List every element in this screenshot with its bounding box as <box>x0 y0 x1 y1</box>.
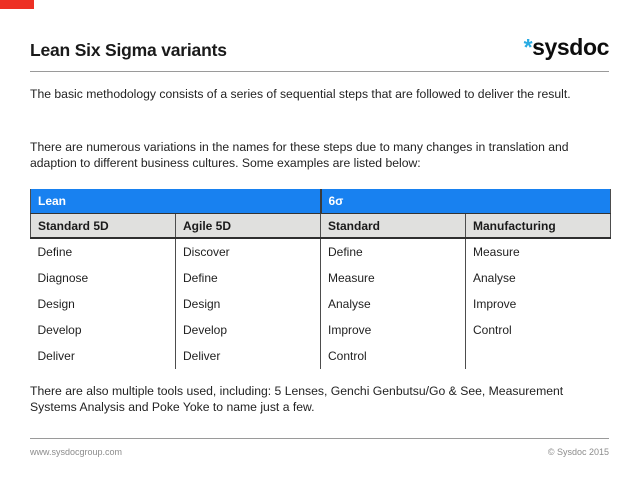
title-divider <box>30 71 609 72</box>
table-cell: Design <box>30 291 176 317</box>
column-header-agile-5d: Agile 5D <box>175 213 321 239</box>
footer-url: www.sysdocgroup.com <box>30 447 123 457</box>
group-header-six-sigma: 6σ <box>320 189 611 214</box>
paragraph-variations: There are numerous variations in the nam… <box>30 140 569 170</box>
paragraph-tools: There are also multiple tools used, incl… <box>30 384 564 414</box>
table-row: Develop Develop Improve Control <box>30 317 611 343</box>
table-cell: Measure <box>320 265 466 291</box>
table-cell: Define <box>175 265 321 291</box>
table-cell: Deliver <box>175 343 321 369</box>
table-cell: Analyse <box>465 265 611 291</box>
table-cell: Improve <box>320 317 466 343</box>
table-cell: Control <box>465 317 611 343</box>
brand-logo-text: sysdoc <box>532 34 609 60</box>
table-cell: Improve <box>465 291 611 317</box>
group-header-lean: Lean <box>30 189 322 214</box>
asterisk-icon: * <box>523 34 533 60</box>
table-cell: Develop <box>175 317 321 343</box>
red-corner-mark <box>0 0 34 9</box>
table-cell: Discover <box>175 238 321 265</box>
table-row: Design Design Analyse Improve <box>30 291 611 317</box>
column-header-standard: Standard <box>320 213 466 239</box>
methods-table: Lean 6σ Standard 5D Agile 5D Standard Ma… <box>30 189 611 369</box>
table-cell: Measure <box>465 238 611 265</box>
footer-copyright: © Sysdoc 2015 <box>547 447 609 457</box>
paragraph-intro: The basic methodology consists of a seri… <box>30 87 571 101</box>
table-group-header-row: Lean 6σ <box>30 189 611 214</box>
table-column-header-row: Standard 5D Agile 5D Standard Manufactur… <box>30 213 611 239</box>
table-cell: Deliver <box>30 343 176 369</box>
table-cell: Diagnose <box>30 265 176 291</box>
page-title: Lean Six Sigma variants <box>30 40 227 60</box>
footer-divider <box>30 438 609 439</box>
table-cell: Design <box>175 291 321 317</box>
table-row: Deliver Deliver Control <box>30 343 611 369</box>
table-cell: Define <box>30 238 176 265</box>
table-cell: Control <box>320 343 466 369</box>
table-cell: Define <box>320 238 466 265</box>
table-row: Define Discover Define Measure <box>30 238 611 265</box>
column-header-manufacturing: Manufacturing <box>465 213 611 239</box>
table-cell: Analyse <box>320 291 466 317</box>
column-header-standard-5d: Standard 5D <box>30 213 176 239</box>
table-row: Diagnose Define Measure Analyse <box>30 265 611 291</box>
brand-logo: *sysdoc <box>523 34 610 61</box>
table-cell: Develop <box>30 317 176 343</box>
table-cell <box>465 343 611 369</box>
